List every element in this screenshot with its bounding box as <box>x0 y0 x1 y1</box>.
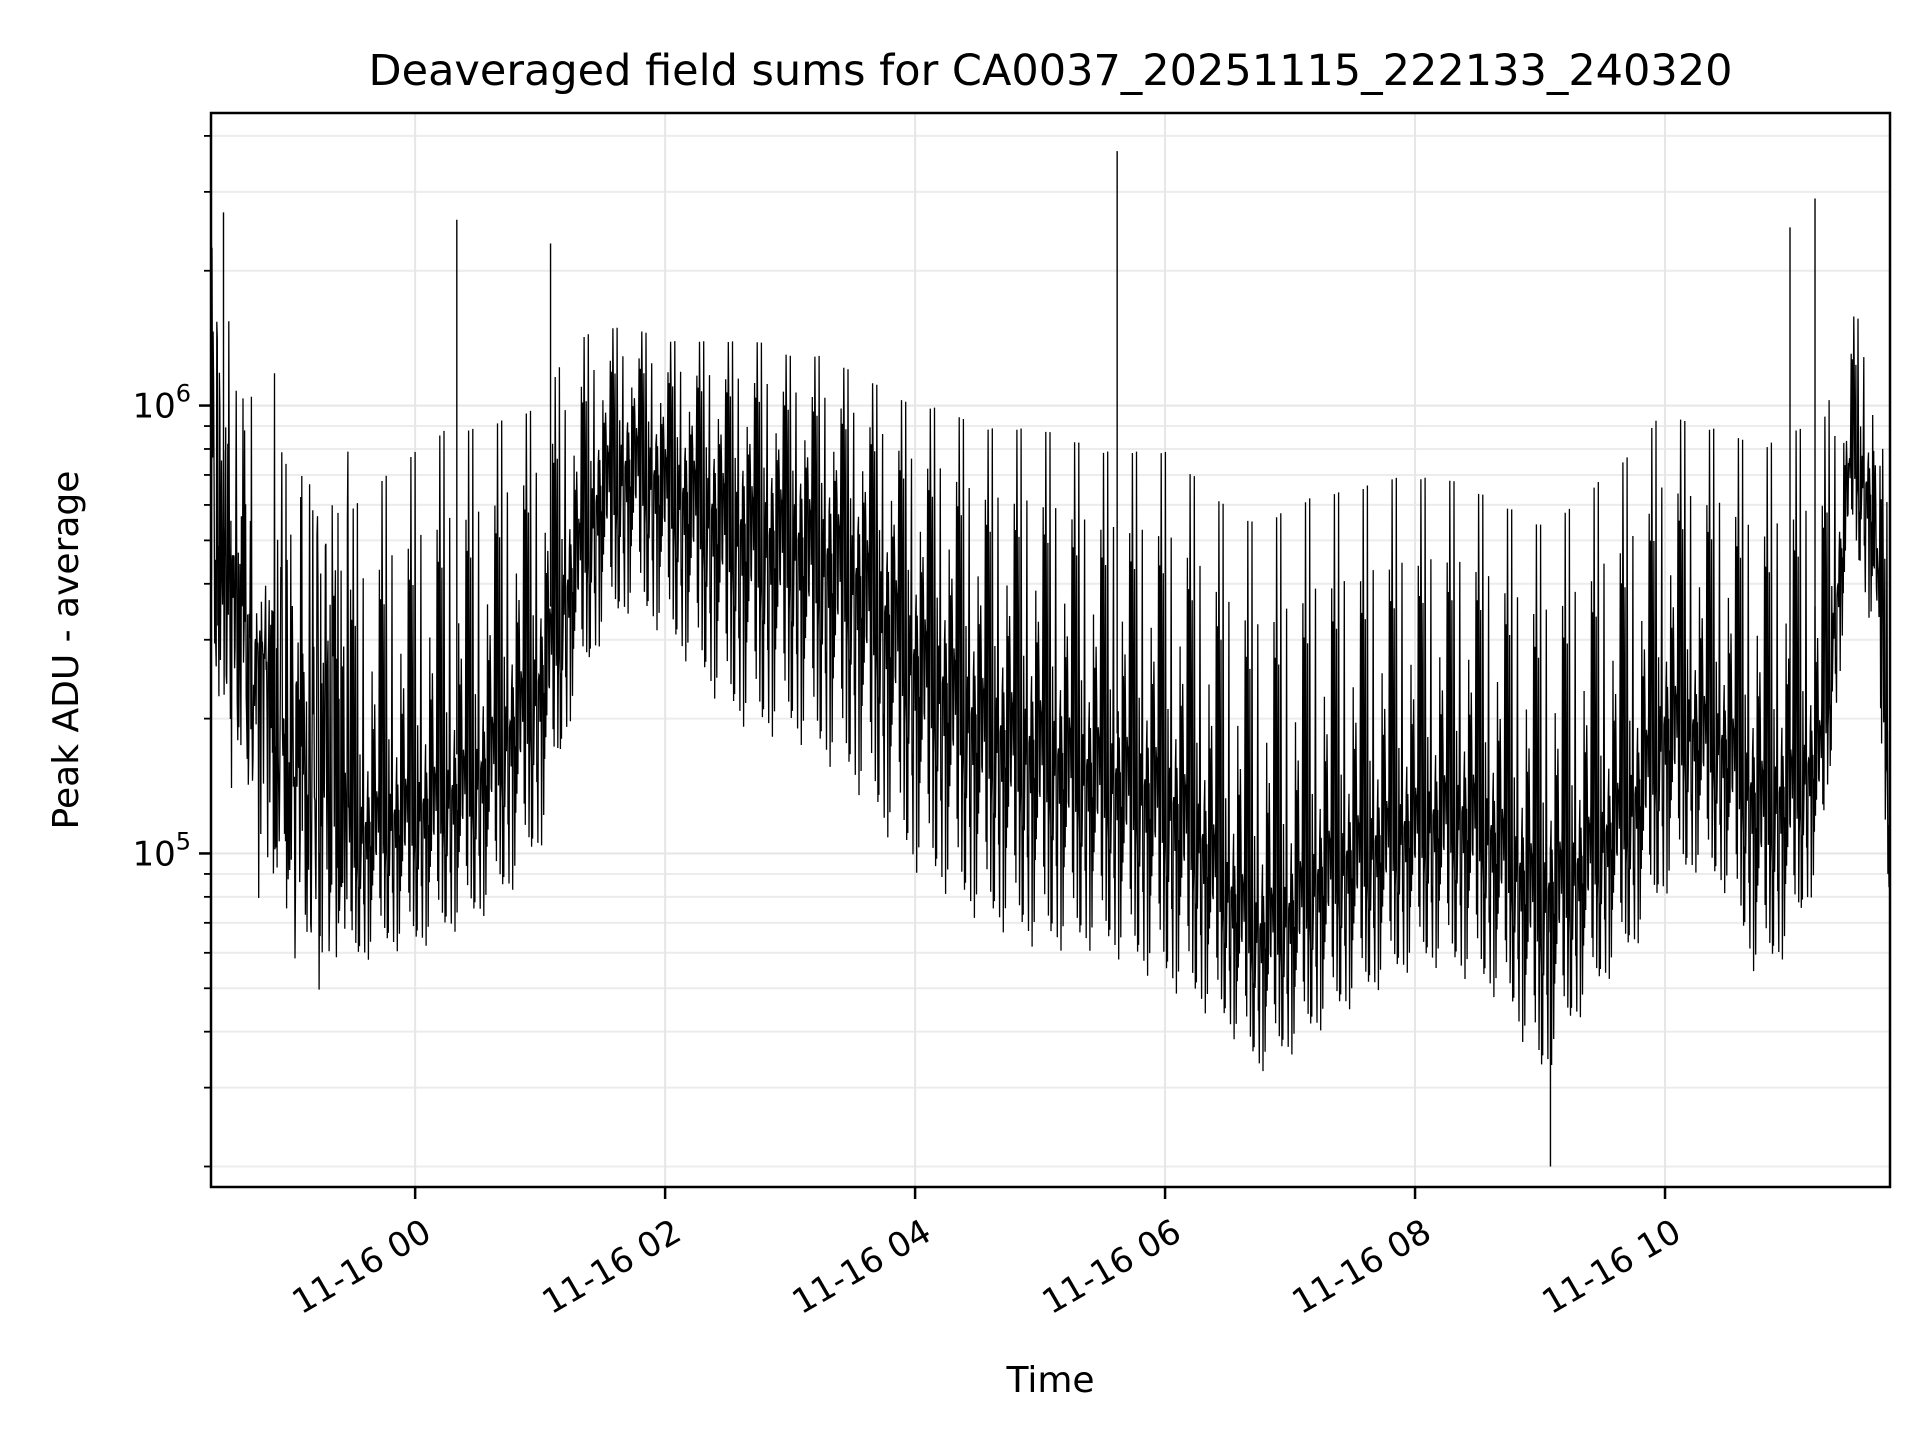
x-tick-label: 11-16 02 <box>536 1212 688 1323</box>
x-tick-label: 11-16 00 <box>286 1212 438 1323</box>
y-tick-label: 106 <box>132 380 191 427</box>
y-axis-label: Peak ADU - average <box>46 471 87 830</box>
plot-frame <box>209 111 1892 1189</box>
series-line <box>210 247 1891 1072</box>
x-tick-label: 11-16 04 <box>786 1212 938 1323</box>
x-tick-label: 11-16 08 <box>1286 1212 1438 1323</box>
x-axis-label: Time <box>1005 1360 1094 1401</box>
series-black <box>210 151 1891 1167</box>
y-tick-label: 105 <box>132 827 191 874</box>
x-tick-label: 11-16 06 <box>1036 1212 1188 1323</box>
x-tick-label: 11-16 10 <box>1536 1212 1688 1323</box>
chart-title: Deaveraged field sums for CA0037_2025111… <box>369 46 1733 96</box>
